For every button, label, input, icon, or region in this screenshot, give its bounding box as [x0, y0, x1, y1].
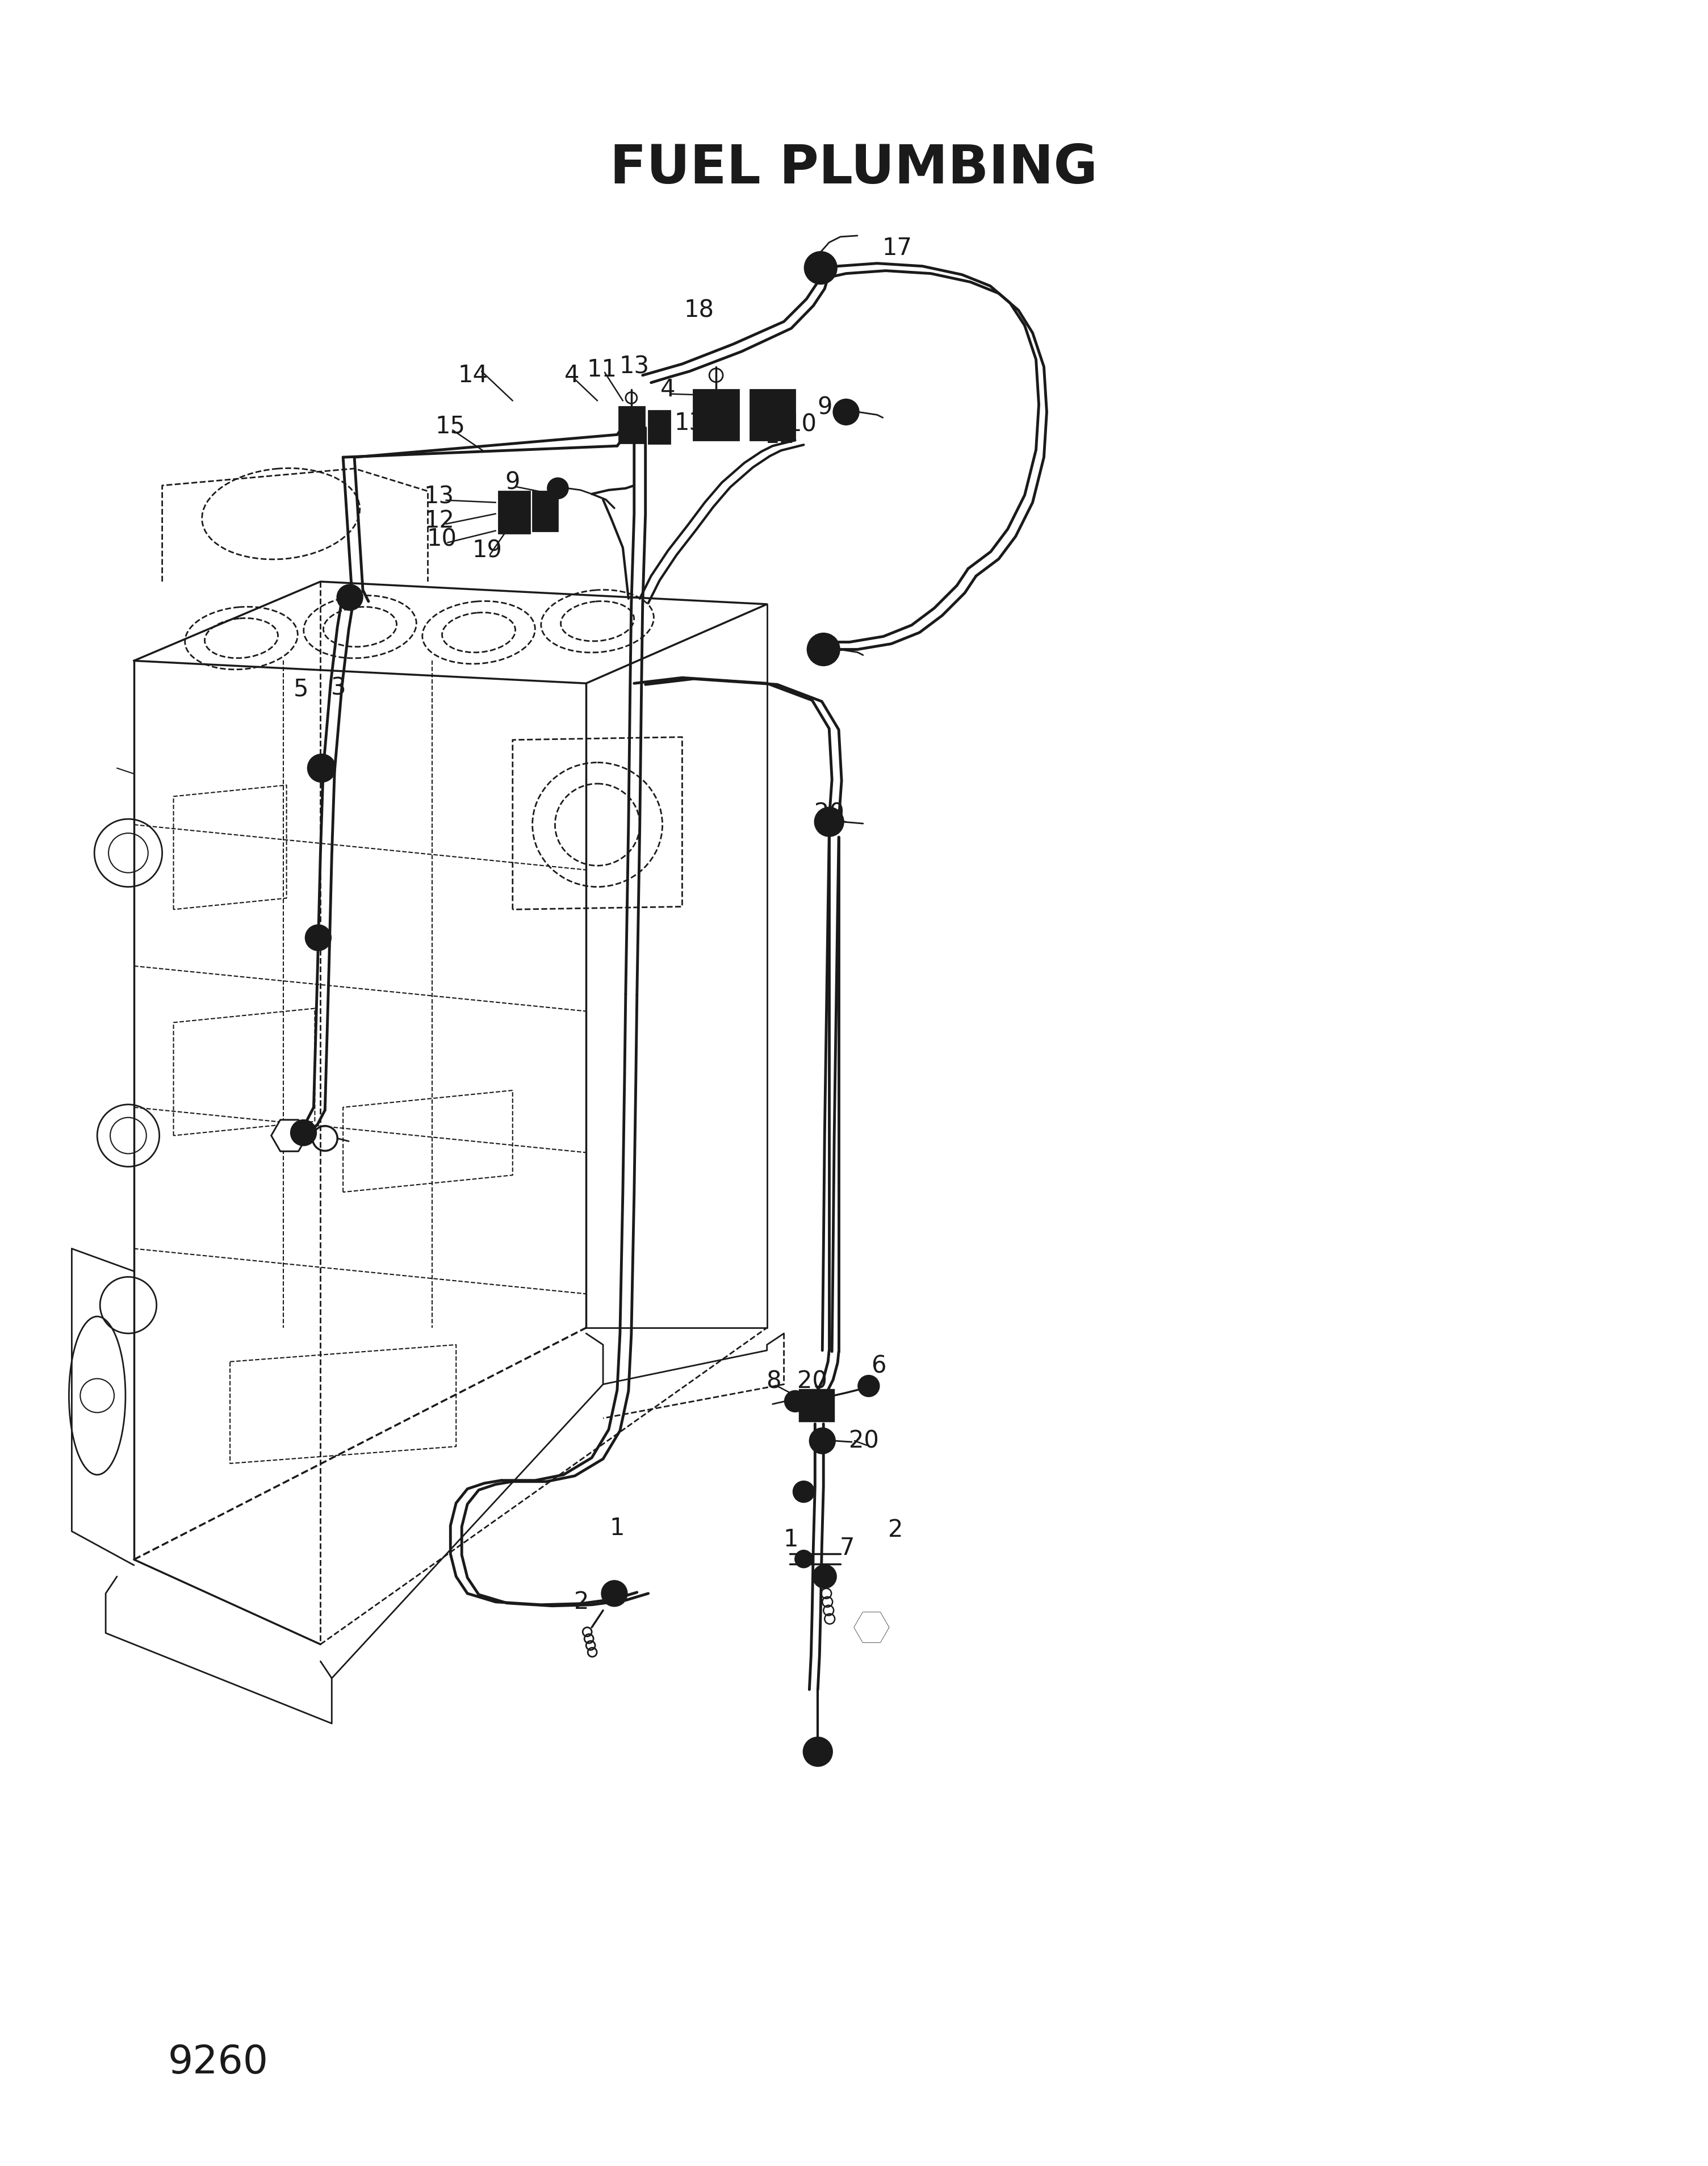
Text: 9: 9	[816, 396, 832, 420]
Text: 1: 1	[784, 1527, 798, 1551]
Text: 20: 20	[798, 1369, 827, 1393]
Bar	[499, 492, 529, 533]
Text: 10: 10	[787, 412, 816, 435]
Circle shape	[808, 635, 839, 665]
Text: 2: 2	[574, 1590, 589, 1614]
Circle shape	[601, 1581, 627, 1605]
Text: 13: 13	[424, 485, 454, 509]
Circle shape	[834, 399, 859, 425]
Text: 16: 16	[634, 418, 663, 442]
Text: 18: 18	[683, 299, 714, 323]
Text: 5: 5	[294, 678, 307, 702]
Bar	[622, 409, 642, 440]
Circle shape	[810, 1427, 835, 1453]
Circle shape	[796, 1551, 813, 1568]
Text: 3: 3	[331, 676, 347, 700]
Text: 8: 8	[767, 1369, 781, 1393]
Text: 20: 20	[815, 801, 844, 825]
Text: 2: 2	[888, 1518, 904, 1542]
Circle shape	[804, 251, 837, 284]
Text: 14: 14	[458, 364, 488, 388]
Bar	[649, 412, 670, 444]
Text: 13: 13	[618, 355, 649, 379]
Text: 9260: 9260	[167, 2043, 268, 2082]
Text: 4: 4	[564, 364, 579, 388]
Text: 11: 11	[588, 357, 617, 381]
Bar	[799, 1391, 834, 1421]
Bar	[693, 390, 738, 440]
Bar	[533, 492, 559, 531]
Circle shape	[815, 808, 844, 836]
Polygon shape	[272, 1120, 307, 1152]
Circle shape	[342, 587, 354, 600]
Text: 17: 17	[881, 236, 912, 260]
Circle shape	[794, 1482, 815, 1501]
Text: 4: 4	[661, 377, 676, 401]
Text: 13: 13	[752, 405, 781, 429]
Text: 20: 20	[849, 1430, 880, 1453]
Circle shape	[813, 1566, 835, 1588]
Text: 12: 12	[424, 509, 454, 533]
Text: 19: 19	[471, 539, 502, 563]
Circle shape	[306, 925, 331, 951]
Bar	[618, 407, 644, 444]
Circle shape	[548, 479, 569, 498]
Circle shape	[859, 1375, 880, 1397]
Text: 15: 15	[436, 414, 466, 438]
Text: 7: 7	[840, 1536, 854, 1560]
Polygon shape	[854, 1614, 888, 1642]
Text: 10: 10	[427, 526, 458, 550]
Circle shape	[816, 1436, 828, 1447]
Bar	[750, 390, 796, 440]
Circle shape	[608, 1588, 620, 1599]
Text: 6: 6	[871, 1354, 886, 1378]
Circle shape	[804, 1737, 832, 1765]
Bar	[651, 414, 666, 442]
Text: 1: 1	[610, 1516, 625, 1540]
Bar	[804, 1393, 830, 1419]
Text: 9: 9	[506, 470, 521, 494]
Circle shape	[307, 754, 335, 782]
Text: 13: 13	[675, 412, 705, 435]
Circle shape	[822, 814, 835, 830]
Circle shape	[338, 585, 362, 611]
Circle shape	[786, 1391, 806, 1412]
Text: FUEL PLUMBING: FUEL PLUMBING	[610, 143, 1098, 195]
Text: 12: 12	[765, 425, 794, 448]
Circle shape	[290, 1120, 316, 1146]
